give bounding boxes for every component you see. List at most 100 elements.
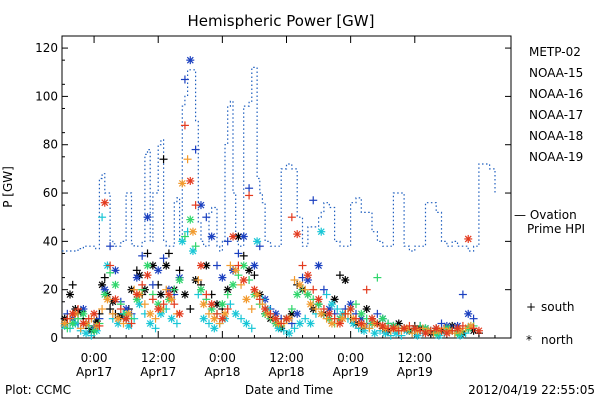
data-point [66, 291, 74, 299]
x-tick-date-label: Apr17 [140, 365, 176, 379]
data-point [111, 295, 119, 303]
ovation-hpi-series [62, 67, 495, 251]
data-point [248, 305, 256, 313]
marker-legend-north-label: north [541, 333, 573, 347]
data-point [357, 310, 365, 318]
data-point [379, 315, 387, 323]
marker-legend: + south * north [526, 300, 575, 347]
data-point [245, 191, 253, 199]
marker-legend-south-label: south [541, 300, 575, 314]
data-point [69, 310, 77, 318]
data-point [101, 274, 109, 282]
data-point [144, 262, 152, 270]
ovation-legend-line2: Prime HPI [527, 222, 585, 236]
x-tick-time-label: 12:00 [269, 351, 304, 365]
y-tick-label: 100 [35, 89, 58, 103]
ovation-legend-line1: — Ovation [514, 208, 577, 222]
data-point [347, 305, 355, 313]
data-point [325, 310, 333, 318]
data-point [154, 266, 162, 274]
data-point [79, 320, 87, 328]
data-point [309, 196, 317, 204]
data-point [213, 262, 221, 270]
data-point [168, 315, 176, 323]
satellite-legend: METP-02NOAA-15NOAA-16NOAA-17NOAA-18NOAA-… [529, 45, 583, 164]
data-point [245, 184, 253, 192]
legend-entry: NOAA-17 [529, 108, 583, 122]
y-tick-label: 80 [43, 138, 58, 152]
data-point [200, 300, 208, 308]
data-point [296, 320, 304, 328]
data-point [186, 305, 194, 313]
data-point [242, 320, 250, 328]
data-point [464, 235, 472, 243]
data-point [368, 315, 376, 323]
data-point [111, 281, 119, 289]
data-point [101, 199, 109, 207]
data-point [336, 320, 344, 328]
data-point [315, 295, 323, 303]
data-point [200, 315, 208, 323]
data-point [293, 310, 301, 318]
data-point [165, 291, 173, 299]
data-point [146, 310, 154, 318]
data-point [157, 291, 165, 299]
data-point [144, 213, 152, 221]
legend-entry: NOAA-19 [529, 150, 583, 164]
data-point [160, 254, 168, 262]
data-point [69, 281, 77, 289]
data-point [240, 276, 248, 284]
data-point [149, 281, 157, 289]
data-point [122, 315, 130, 323]
data-point [285, 329, 293, 337]
data-point [208, 300, 216, 308]
data-point [459, 291, 467, 299]
data-point [186, 216, 194, 224]
data-point [357, 320, 365, 328]
data-point [133, 291, 141, 299]
data-point [229, 281, 237, 289]
data-point [192, 146, 200, 154]
data-point [299, 262, 307, 270]
data-point [475, 327, 483, 335]
data-point [103, 295, 111, 303]
data-point [79, 310, 87, 318]
x-tick-date-label: Apr18 [204, 365, 240, 379]
y-tick-label: 0 [50, 331, 58, 345]
marker-legend-south-symbol: + [526, 300, 536, 314]
data-point [162, 262, 170, 270]
hemispheric-power-chart: Hemispheric Power [GW] 020406080100120 0… [0, 0, 600, 400]
x-axis: 0:00Apr1712:00Apr170:00Apr1812:00Apr180:… [76, 36, 495, 379]
data-point [240, 233, 248, 241]
data-point [184, 155, 192, 163]
data-point [296, 281, 304, 289]
data-point [242, 295, 250, 303]
data-point [181, 291, 189, 299]
data-point [176, 310, 184, 318]
data-point [232, 310, 240, 318]
data-point [186, 56, 194, 64]
data-point [253, 237, 261, 245]
data-point [272, 315, 280, 323]
data-point [328, 300, 336, 308]
x-tick-time-label: 0:00 [81, 351, 108, 365]
data-point [176, 276, 184, 284]
data-point [202, 213, 210, 221]
x-tick-date-label: Apr19 [333, 365, 369, 379]
data-point [373, 274, 381, 282]
data-point [165, 249, 173, 257]
data-point [160, 155, 168, 163]
legend-entry: NOAA-18 [529, 129, 583, 143]
data-point [181, 75, 189, 83]
x-tick-time-label: 0:00 [337, 351, 364, 365]
data-point [144, 271, 152, 279]
data-point [288, 213, 296, 221]
x-tick-time-label: 12:00 [397, 351, 432, 365]
data-point [315, 262, 323, 270]
data-point [293, 230, 301, 238]
y-tick-label: 120 [35, 41, 58, 55]
data-point [106, 242, 114, 250]
chart-title: Hemispheric Power [GW] [188, 12, 375, 30]
x-tick-date-label: Apr19 [397, 365, 433, 379]
data-point [146, 320, 154, 328]
